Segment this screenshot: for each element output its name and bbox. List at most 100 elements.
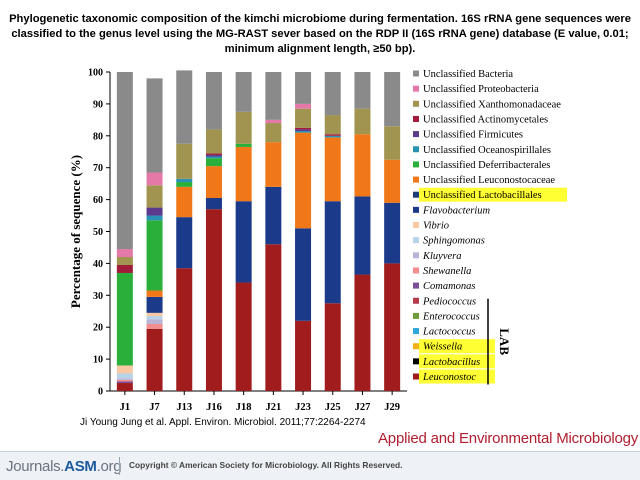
bar-segment	[354, 72, 371, 109]
y-tick-label: 0	[98, 387, 103, 398]
journals-asm-logo[interactable]: Journals.ASM.org	[6, 458, 122, 475]
y-tick-label: 20	[93, 323, 103, 334]
journal-name: Applied and Environmental Microbiology	[378, 430, 639, 447]
y-tick-label: 90	[93, 99, 103, 110]
bar-segment	[176, 186, 193, 218]
legend-swatch	[413, 297, 419, 304]
bar-segment	[265, 142, 282, 187]
bar-segment	[205, 158, 222, 167]
bar-segment	[354, 134, 371, 197]
bar-segment	[324, 201, 341, 304]
legend-highlight	[419, 339, 495, 354]
bar-segment	[205, 153, 222, 155]
bar-segment	[116, 365, 133, 374]
legend-label: Flavobacterium	[422, 205, 490, 216]
legend-swatch	[413, 206, 419, 213]
legend-label: Sphingomonas	[423, 236, 485, 247]
bar-segment	[205, 156, 222, 159]
bar-segment	[265, 186, 282, 245]
bar-segment	[235, 111, 252, 144]
legend-swatch	[413, 373, 419, 380]
bar-segment	[265, 119, 282, 124]
legend-swatch	[413, 161, 419, 168]
bar-segment	[146, 220, 163, 291]
legend-swatch	[413, 191, 419, 198]
bar-segment	[384, 159, 401, 203]
bar-segment	[116, 379, 133, 382]
bar-segment	[146, 185, 163, 208]
bar-segment	[384, 126, 401, 160]
legend-swatch	[413, 328, 419, 335]
legend-swatch	[413, 100, 419, 107]
y-tick-label: 80	[93, 131, 103, 142]
bar-segment	[384, 72, 401, 127]
bar-segment	[235, 282, 252, 391]
legend-highlight	[419, 369, 495, 384]
bar-segment	[384, 202, 401, 264]
bar-segment	[146, 324, 163, 329]
bar-segment	[324, 72, 341, 116]
legend-label: Enterococcus	[422, 311, 480, 322]
bar-segment	[146, 172, 163, 186]
bar-segment	[324, 135, 341, 138]
legend-label: Unclassified Xanthomonadaceae	[423, 99, 561, 110]
bar-segment	[354, 196, 371, 275]
bar-segment	[205, 129, 222, 154]
x-tick-label: J16	[206, 402, 222, 413]
bar-segment	[324, 137, 341, 202]
bar-segment	[324, 115, 341, 135]
bar-segment	[116, 378, 133, 380]
legend-swatch	[413, 282, 419, 289]
bar-segment	[354, 274, 371, 391]
legend-highlight	[419, 354, 495, 369]
bar-segment	[205, 198, 222, 210]
legend-label: Unclassified Oceanospirillales	[423, 145, 551, 156]
bar-segment	[176, 70, 193, 144]
legend-swatch	[413, 267, 419, 274]
bar-segment	[176, 182, 193, 187]
bar-segment	[146, 207, 163, 216]
footer-divider	[119, 457, 120, 475]
bar-segment	[116, 272, 133, 366]
x-tick-label: J18	[236, 402, 252, 413]
legend-swatch	[413, 70, 419, 77]
bar-segment	[176, 178, 193, 183]
bar-segment	[295, 132, 312, 229]
logo-prefix: Journals.	[6, 458, 65, 475]
bar-segment	[295, 131, 312, 133]
bar-segment	[176, 217, 193, 269]
bar-segment	[205, 72, 222, 130]
legend-label: Unclassified Proteobacteria	[423, 84, 539, 95]
legend-label: Vibrio	[423, 221, 449, 232]
bar-segment	[354, 108, 371, 135]
bar-segment	[235, 143, 252, 147]
legend-label: Lactobacillus	[422, 357, 480, 368]
x-tick-label: J13	[176, 402, 192, 413]
legend-swatch	[413, 115, 419, 122]
bar-segment	[116, 381, 133, 384]
bar-segment	[265, 244, 282, 391]
legend-swatch	[413, 222, 419, 228]
y-tick-label: 30	[93, 291, 103, 302]
legend-swatch	[413, 176, 419, 183]
y-axis-title: Percentage of sequence (%)	[68, 155, 83, 308]
bar-segment	[265, 72, 282, 120]
legend-swatch	[413, 146, 419, 153]
legend-label: Unclassified Actinomycetales	[423, 114, 548, 125]
bar-segment	[176, 143, 193, 179]
x-tick-label: J27	[355, 402, 371, 413]
legend-label: Unclassified Deferribacterales	[423, 160, 550, 171]
legend-label: Unclassified Leuconostocaceae	[423, 175, 555, 186]
copyright-notice: Copyright © American Society for Microbi…	[129, 460, 403, 470]
legend-label: Comamonas	[423, 281, 476, 292]
bar-segment	[235, 72, 252, 112]
bar-segment	[295, 72, 312, 104]
x-tick-label: J23	[295, 402, 311, 413]
bar-segment	[295, 129, 312, 132]
bar-segment	[295, 228, 312, 321]
x-tick-label: J29	[384, 402, 400, 413]
bar-segment	[146, 290, 163, 297]
legend-label: Shewanella	[423, 266, 471, 277]
bar-segment	[116, 72, 133, 250]
